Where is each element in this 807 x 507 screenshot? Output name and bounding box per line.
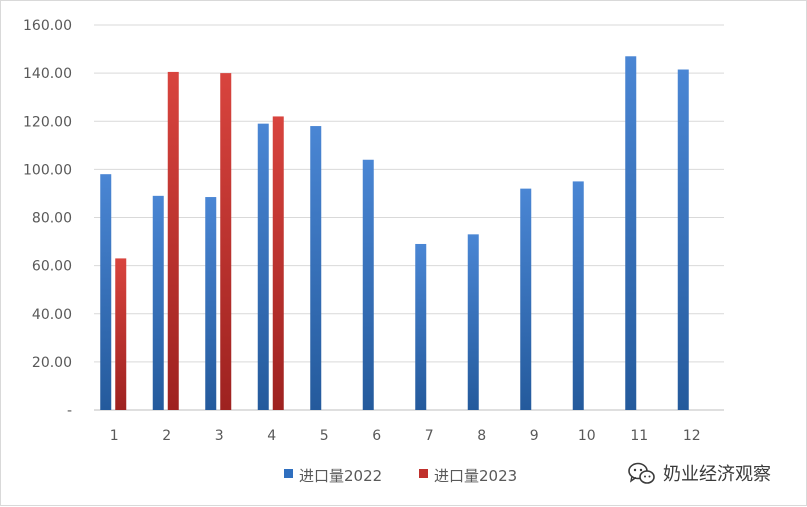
legend: 进口量2022 进口量2023 [284,467,517,485]
wechat-icon [628,462,655,484]
bar-2022-m11 [625,56,637,410]
bar-2022-m12 [677,69,689,410]
y-tick-label: 120.00 [23,114,72,130]
bar-2022-m8 [467,234,479,410]
y-tick-label: 40.00 [32,307,72,323]
bar-2023-m1 [115,258,127,410]
x-tick-label: 8 [477,428,486,444]
bars [100,56,689,410]
watermark-text: 奶业经济观察 [663,464,771,485]
y-axis-ticks: - 20.00 40.00 60.00 80.00 100.00 120.00 140.00 1… [23,18,72,419]
y-tick-label: - [67,403,72,419]
x-tick-label: 3 [215,428,224,444]
y-tick-label: 140.00 [23,66,72,82]
legend-label: 进口量2022 [299,467,382,485]
bar-2022-m10 [572,181,584,410]
bar-2022-m1 [100,174,112,410]
y-tick-label: 60.00 [32,259,72,275]
legend-swatch [419,469,428,478]
legend-swatch [284,469,293,478]
bar-2023-m3 [220,73,232,410]
gridlines [94,24,724,411]
x-tick-label: 9 [530,428,539,444]
y-tick-label: 100.00 [23,162,72,178]
y-tick-label: 80.00 [32,211,72,227]
bar-2022-m9 [520,188,532,410]
x-tick-label: 12 [683,428,701,444]
bar-2022-m6 [362,159,374,410]
x-axis-ticks: 1 2 3 4 5 6 7 8 9 10 11 12 [110,428,701,444]
bar-2022-m3 [205,197,217,410]
y-tick-label: 160.00 [23,18,72,34]
x-tick-label: 4 [267,428,276,444]
x-tick-label: 10 [578,428,596,444]
x-tick-label: 2 [162,428,171,444]
bar-2022-m2 [152,195,164,410]
bar-2022-m7 [415,243,427,410]
legend-label: 进口量2023 [434,467,517,485]
x-tick-label: 1 [110,428,119,444]
y-tick-label: 20.00 [32,355,72,371]
watermark: 奶业经济观察 [628,462,771,485]
bar-2023-m2 [167,71,179,410]
bar-2022-m4 [257,123,269,410]
x-tick-label: 11 [630,428,648,444]
bar-2022-m5 [310,126,322,410]
x-tick-label: 7 [425,428,434,444]
bar-2023-m4 [272,116,284,410]
x-tick-label: 5 [320,428,329,444]
x-tick-label: 6 [372,428,381,444]
